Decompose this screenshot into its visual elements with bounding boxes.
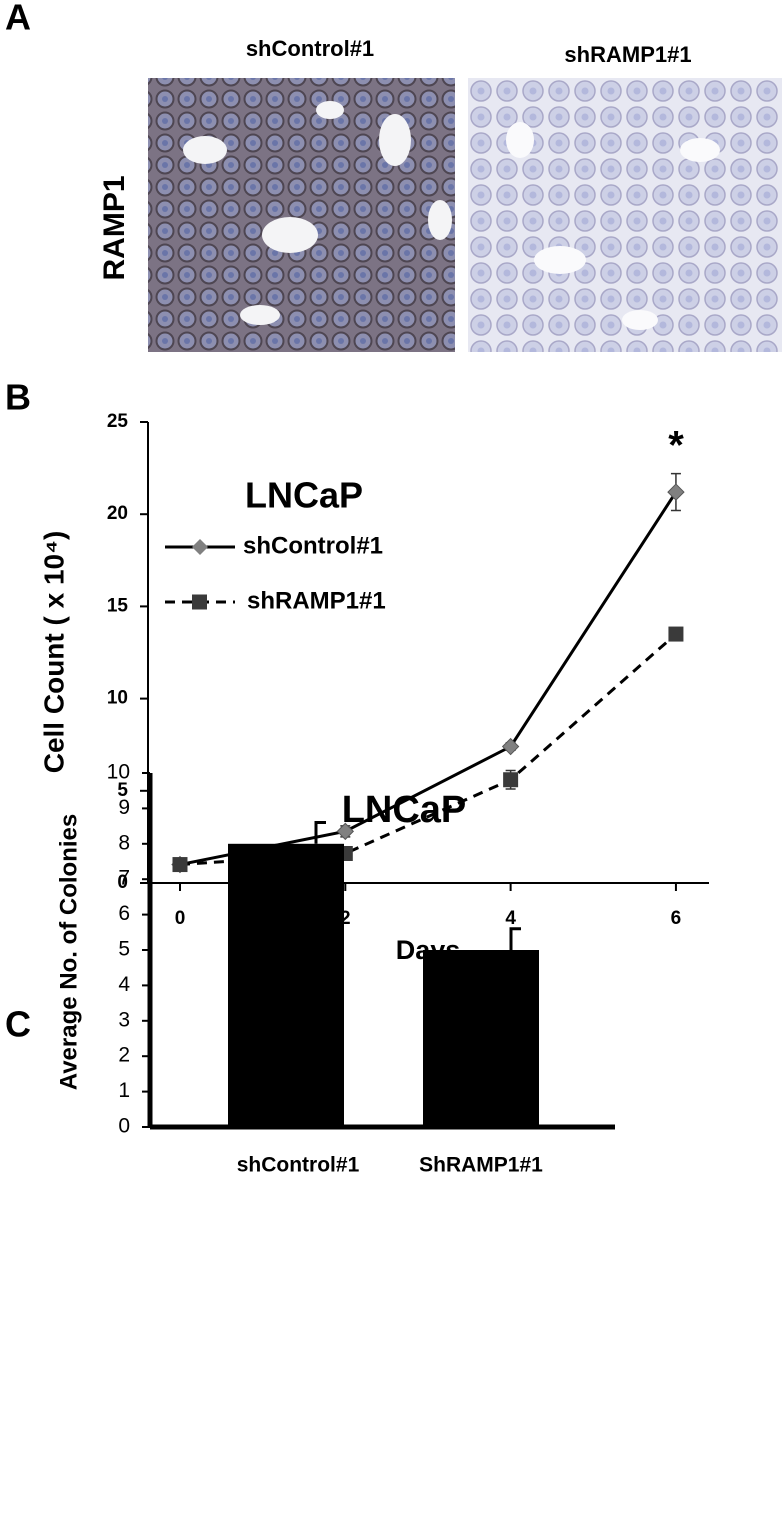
y-tick-label: 15 — [107, 595, 129, 616]
y-tick-label: 4 — [118, 973, 130, 996]
column-label: shRAMP1#1 — [564, 42, 691, 67]
annotation: * — [668, 424, 684, 468]
panel-letter: B — [5, 377, 31, 418]
bar — [423, 950, 539, 1127]
y-axis-label: Cell Count ( x 10⁴) — [38, 531, 69, 774]
micrograph-gaps — [183, 101, 452, 325]
y-tick-label: 5 — [118, 938, 130, 961]
y-tick-label: 10 — [107, 761, 130, 784]
x-tick-label: 6 — [671, 908, 682, 929]
point — [172, 857, 188, 873]
series-line — [179, 632, 677, 867]
x-tick-label: 0 — [175, 908, 186, 929]
panel-letter: C — [5, 1004, 31, 1045]
y-tick-label: 3 — [118, 1008, 130, 1031]
micrograph-gaps — [506, 122, 720, 330]
bar — [228, 843, 344, 1127]
chart-title: LNCaP — [342, 789, 467, 831]
y-tick-label: 5 — [117, 780, 128, 801]
annotation: * — [472, 1065, 491, 1118]
y-tick-label: 25 — [107, 411, 129, 432]
panel-letter: A — [5, 0, 31, 38]
point — [667, 483, 685, 501]
point — [336, 822, 355, 841]
point — [503, 772, 519, 788]
y-tick-label: 6 — [118, 902, 130, 925]
legend-marker — [192, 594, 207, 610]
y-tick-label: 7 — [118, 867, 130, 890]
y-tick-label: 8 — [118, 831, 130, 854]
y-tick-label: 20 — [107, 503, 128, 524]
micrograph — [468, 78, 782, 352]
y-tick-label: 0 — [118, 1115, 130, 1138]
y-tick-label: 9 — [118, 796, 130, 819]
legend-marker — [192, 539, 208, 555]
y-axis-label: Average No. of Colonies — [55, 814, 82, 1091]
legend-label: shControl#1 — [243, 532, 383, 559]
y-tick-label: 10 — [107, 688, 128, 709]
x-tick-label: 2 — [340, 908, 351, 929]
error-bar — [314, 821, 326, 844]
y-tick-label: 0 — [117, 872, 128, 893]
legend-label: shRAMP1#1 — [247, 587, 386, 614]
point — [668, 626, 684, 642]
error-bar — [509, 927, 521, 950]
row-label: RAMP1 — [98, 175, 131, 280]
chart-title: LNCaP — [245, 475, 363, 516]
x-tick-label: ShRAMP1#1 — [419, 1154, 543, 1177]
x-tick-label: 4 — [505, 908, 516, 929]
x-tick-label: shControl#1 — [237, 1154, 360, 1177]
y-tick-label: 2 — [118, 1044, 130, 1067]
column-label: shControl#1 — [246, 36, 374, 61]
micrograph — [148, 78, 455, 352]
y-tick-label: 1 — [118, 1079, 130, 1102]
point — [501, 737, 520, 756]
